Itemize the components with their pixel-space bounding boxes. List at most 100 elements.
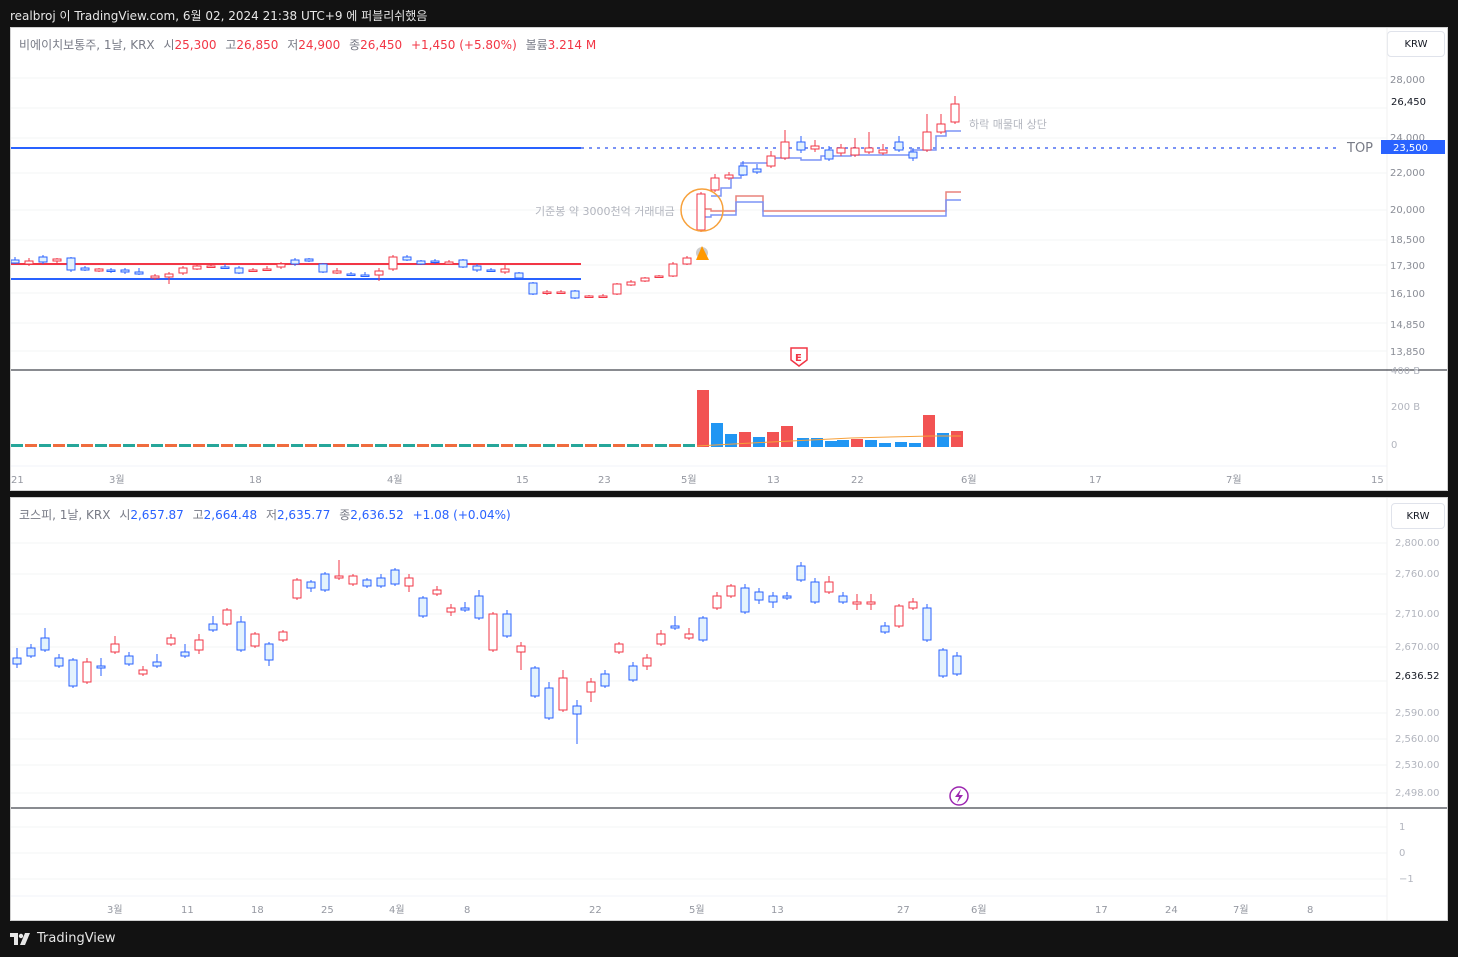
candle[interactable] — [444, 261, 454, 265]
candle[interactable] — [894, 141, 904, 151]
candle[interactable] — [120, 269, 130, 273]
candle[interactable] — [780, 141, 790, 159]
candle[interactable] — [250, 633, 260, 647]
candle[interactable] — [670, 625, 680, 629]
candle[interactable] — [292, 579, 302, 599]
candle[interactable] — [782, 595, 792, 599]
index-symbol[interactable]: 코스피, 1날, KRX — [19, 508, 111, 522]
volume-bar[interactable] — [909, 443, 921, 447]
candle[interactable] — [530, 667, 540, 697]
volume-bar[interactable] — [851, 439, 863, 447]
candle[interactable] — [248, 269, 258, 272]
candle[interactable] — [362, 579, 372, 587]
stock-chart-canvas[interactable]: 기준봉 약 3000천억 거래대금 하락 매물대 상단 E 28,000 24,0… — [11, 28, 1447, 490]
volume-bar[interactable] — [697, 390, 709, 447]
candle[interactable] — [558, 677, 568, 711]
candle[interactable] — [134, 271, 144, 275]
candle[interactable] — [460, 607, 470, 611]
candle[interactable] — [66, 257, 76, 271]
volume-bar[interactable] — [753, 437, 765, 447]
candle[interactable] — [852, 601, 862, 605]
candle[interactable] — [446, 607, 456, 613]
candle[interactable] — [908, 601, 918, 609]
volume-bar[interactable] — [767, 432, 779, 447]
candle[interactable] — [334, 575, 344, 579]
volume-bar[interactable] — [879, 443, 891, 447]
volume-bar[interactable] — [937, 433, 949, 447]
tradingview-logo[interactable]: TradingView — [10, 931, 116, 946]
candle[interactable] — [598, 295, 608, 298]
candle[interactable] — [712, 595, 722, 609]
candle[interactable] — [528, 282, 538, 295]
candle[interactable] — [52, 258, 62, 262]
candle[interactable] — [502, 613, 512, 637]
candle[interactable] — [206, 265, 216, 268]
candle[interactable] — [698, 617, 708, 641]
candle[interactable] — [208, 623, 218, 631]
candle[interactable] — [796, 141, 806, 151]
candle[interactable] — [752, 168, 762, 173]
volume-bar[interactable] — [895, 442, 907, 447]
index-chart-canvas[interactable]: 2,800.00 2,760.00 2,710.00 2,670.00 2,590.00… — [11, 498, 1447, 920]
volume-bar[interactable] — [923, 415, 935, 447]
candle[interactable] — [850, 147, 860, 156]
base-candle-annotation[interactable]: 기준봉 약 3000천억 거래대금 — [535, 204, 675, 218]
candle[interactable] — [458, 259, 468, 268]
candle[interactable] — [668, 263, 678, 277]
candle[interactable] — [768, 595, 778, 603]
lightning-icon[interactable] — [949, 786, 969, 806]
candle[interactable] — [556, 291, 566, 294]
candle[interactable] — [418, 597, 428, 617]
candle[interactable] — [726, 585, 736, 597]
candle[interactable] — [766, 155, 776, 167]
candle[interactable] — [304, 258, 314, 262]
candle[interactable] — [922, 131, 932, 151]
candle[interactable] — [584, 295, 594, 298]
candle[interactable] — [696, 193, 706, 231]
candle[interactable] — [11, 259, 20, 264]
candle[interactable] — [376, 577, 386, 587]
index-currency-button[interactable]: KRW — [1391, 503, 1445, 529]
candle[interactable] — [124, 655, 134, 665]
candle[interactable] — [710, 177, 720, 191]
candle[interactable] — [922, 607, 932, 641]
candle[interactable] — [544, 687, 554, 719]
candle[interactable] — [474, 595, 484, 619]
candle[interactable] — [880, 625, 890, 633]
candle[interactable] — [40, 637, 50, 651]
candle[interactable] — [950, 103, 960, 123]
index-chart-panel[interactable]: 코스피, 1날, KRX 시2,657.87 고2,664.48 저2,635.… — [10, 497, 1448, 921]
volume-bar[interactable] — [725, 434, 737, 447]
candle[interactable] — [936, 123, 946, 133]
candle[interactable] — [810, 581, 820, 603]
candle[interactable] — [222, 609, 232, 625]
candle[interactable] — [952, 655, 962, 675]
candle[interactable] — [404, 577, 414, 587]
candle[interactable] — [318, 263, 328, 273]
candle[interactable] — [24, 260, 34, 265]
candle[interactable] — [234, 267, 244, 274]
candle[interactable] — [824, 149, 834, 160]
candle[interactable] — [166, 637, 176, 645]
candle[interactable] — [430, 260, 440, 263]
candle[interactable] — [306, 581, 316, 589]
candle[interactable] — [824, 581, 834, 593]
candle[interactable] — [740, 587, 750, 613]
volume-bar[interactable] — [865, 440, 877, 447]
candle[interactable] — [754, 591, 764, 601]
candle[interactable] — [26, 647, 36, 657]
candle[interactable] — [348, 575, 358, 585]
candle[interactable] — [572, 705, 582, 715]
candle[interactable] — [194, 639, 204, 651]
volume-bar[interactable] — [797, 438, 809, 447]
candle[interactable] — [640, 277, 650, 282]
currency-button[interactable]: KRW — [1387, 31, 1445, 57]
candle[interactable] — [684, 633, 694, 639]
candle[interactable] — [894, 605, 904, 627]
candle[interactable] — [264, 643, 274, 661]
candle[interactable] — [642, 657, 652, 667]
candle[interactable] — [110, 643, 120, 653]
volume-bar[interactable] — [739, 432, 751, 447]
candle[interactable] — [626, 281, 636, 286]
candle[interactable] — [402, 256, 412, 261]
